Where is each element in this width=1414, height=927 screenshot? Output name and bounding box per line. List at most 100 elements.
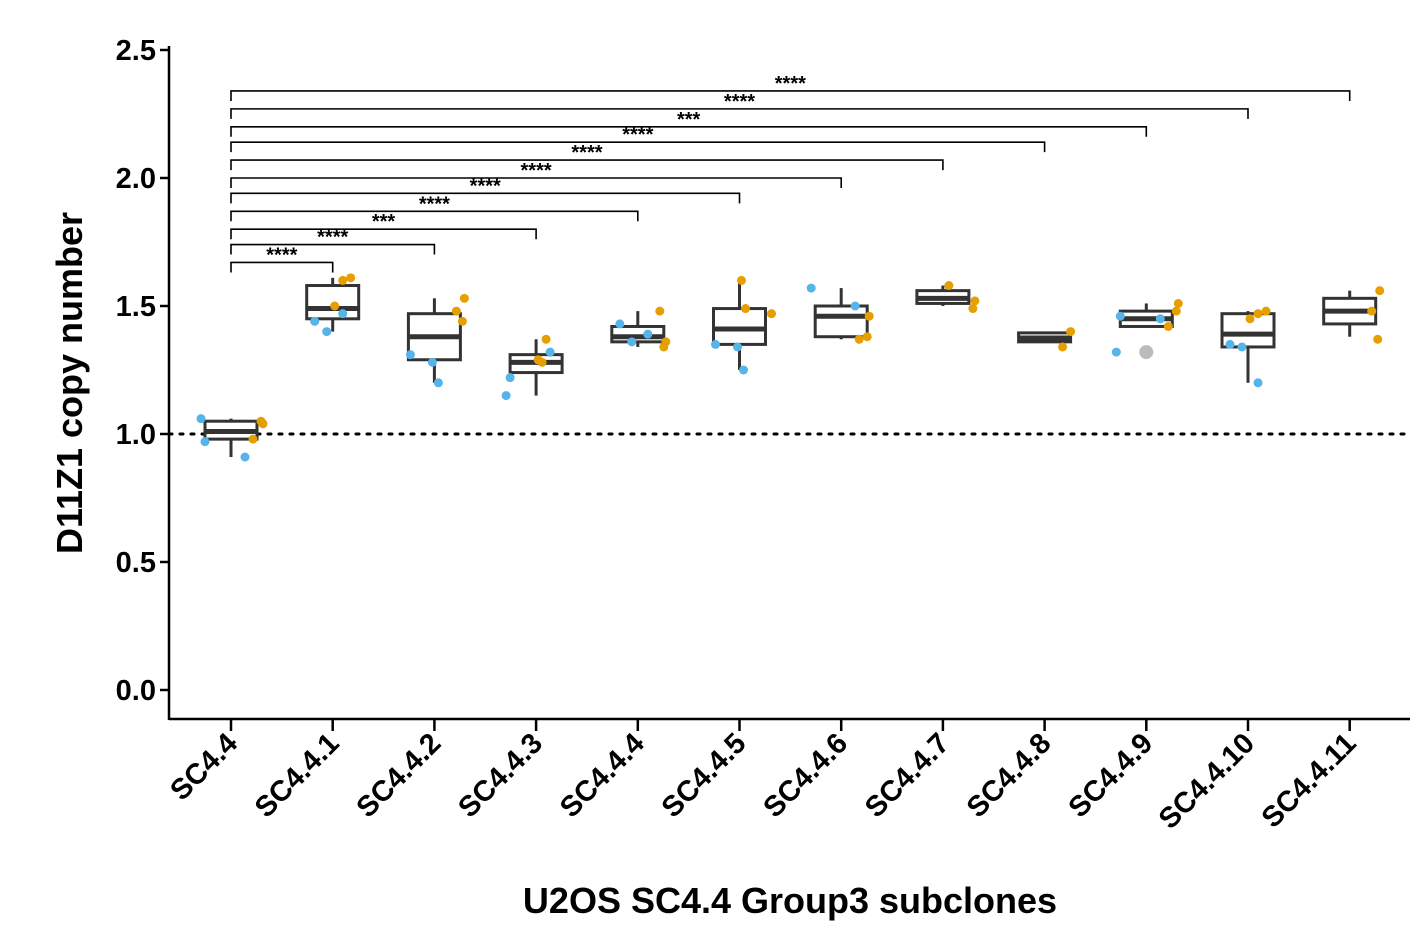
data-point-series_b — [944, 281, 954, 291]
data-point-series_b — [1058, 342, 1068, 352]
bracket-SC4.4.11: **** — [230, 73, 1351, 101]
bracket-SC4.4.8: **** — [230, 124, 1046, 153]
bracket-SC4.4.1: **** — [230, 244, 334, 273]
data-point-series_b — [1066, 327, 1076, 337]
data-point-series_a — [711, 339, 720, 349]
bracket-line — [230, 141, 1046, 153]
x-tick-label: SC4.4.3 — [452, 727, 549, 824]
significance-label: **** — [521, 160, 552, 182]
data-point-series_b — [346, 273, 356, 283]
box-SC4.4.7 — [915, 285, 971, 306]
data-point-series_a — [427, 357, 437, 367]
x-tick-label: SC4.4.2 — [351, 727, 448, 824]
data-point-series_b — [741, 304, 750, 314]
y-tick-label: 1.0 — [116, 419, 156, 451]
data-point-series_b — [767, 309, 776, 319]
significance-brackets: ****************************************… — [230, 73, 1351, 273]
data-point-series_b — [854, 334, 864, 344]
data-point-series_b — [655, 306, 665, 316]
x-tick-label: SC4.4.5 — [656, 727, 753, 824]
bracket-SC4.4.2: **** — [230, 227, 436, 255]
significance-label: **** — [622, 124, 653, 146]
x-tick-label: SC4.4.10 — [1153, 727, 1261, 835]
boxes — [203, 277, 1378, 458]
box-SC4.4.11 — [1322, 290, 1378, 337]
significance-label: **** — [775, 73, 806, 95]
x-tick-label: SC4.4.9 — [1063, 727, 1160, 824]
data-point-series_b — [862, 332, 872, 342]
significance-label: **** — [266, 244, 297, 266]
data-point-series_b — [968, 304, 978, 314]
x-tick-label: SC4.4.7 — [859, 727, 956, 824]
significance-label: **** — [317, 227, 348, 249]
data-point-series_b — [338, 275, 348, 285]
y-tick-label: 2.5 — [116, 35, 156, 67]
data-point-series_b — [1261, 306, 1271, 316]
bracket-line — [230, 261, 334, 273]
data-point-series_b — [537, 357, 547, 367]
box-SC4.4.2 — [406, 298, 462, 383]
y-tick-label: 2.0 — [116, 163, 156, 195]
box-body — [712, 307, 767, 346]
data-point-series_a — [200, 437, 210, 447]
data-point-series_b — [1173, 298, 1183, 308]
data-point-series_a — [643, 329, 653, 339]
data-point-series_b — [1163, 321, 1173, 331]
x-tick-label: SC4.4.1 — [249, 727, 346, 824]
data-point-series_a — [1111, 347, 1121, 357]
box-body — [610, 324, 666, 344]
box-SC4.4.6 — [813, 288, 869, 340]
axes — [167, 46, 1410, 721]
bracket-line — [230, 159, 944, 171]
data-point-series_a — [1225, 339, 1235, 349]
data-point-series_a — [806, 283, 816, 293]
y-ticks: 0.0 0.5 1.0 1.5 2.0 2.5 — [116, 35, 169, 707]
significance-label: **** — [419, 193, 450, 215]
data-point-series_a — [196, 414, 206, 424]
bracket-SC4.4.5: **** — [230, 175, 741, 204]
data-point-series_a — [322, 327, 332, 337]
box-SC4.4.3 — [508, 339, 564, 396]
box-SC4.4 — [203, 418, 259, 458]
x-tick-label: SC4.4.4 — [554, 727, 651, 824]
bracket-line — [230, 90, 1351, 101]
x-ticks: SC4.4 SC4.4.1 SC4.4.2 SC4.4.3 SC4.4.4 SC4.4.5… — [164, 719, 1363, 835]
data-point-series_a — [505, 373, 515, 383]
data-point-series_a — [338, 309, 348, 319]
significance-label: *** — [372, 211, 396, 233]
x-tick-label: SC4.4 — [164, 727, 244, 807]
data-point-series_a — [433, 378, 443, 388]
data-point-series_a — [850, 301, 860, 311]
bracket-line — [230, 192, 741, 204]
data-point-series_b — [451, 306, 461, 316]
data-point-series_b — [459, 293, 469, 303]
bracket-SC4.4.3: *** — [230, 211, 537, 240]
bracket-SC4.4.7: **** — [230, 142, 944, 171]
bracket-line — [230, 210, 639, 222]
data-point-series_b — [659, 342, 669, 352]
data-point-series_b — [1253, 309, 1263, 319]
data-point-series_b — [1245, 314, 1255, 324]
box-SC4.4.8 — [1017, 331, 1073, 344]
box-SC4.4.5 — [712, 282, 767, 370]
significance-label: *** — [677, 109, 701, 131]
x-tick-label: SC4.4.8 — [961, 727, 1058, 824]
y-tick-label: 1.5 — [116, 291, 156, 323]
bracket-line — [230, 126, 1148, 137]
bracket-SC4.4.10: **** — [230, 91, 1249, 119]
data-point-series_a — [310, 316, 320, 326]
significance-label: **** — [724, 91, 755, 113]
bracket-SC4.4.9: *** — [230, 109, 1148, 137]
data-point-series_a — [240, 452, 250, 462]
x-tick-label: SC4.4.11 — [1256, 727, 1363, 834]
bracket-SC4.4.6: **** — [230, 160, 842, 188]
data-point-series_a — [545, 347, 555, 357]
y-tick-label: 0.0 — [116, 675, 156, 707]
x-tick-label: SC4.4.6 — [757, 727, 854, 824]
box-SC4.4.9 — [1118, 303, 1174, 328]
data-point-series_b — [737, 275, 746, 285]
bracket-line — [230, 228, 537, 240]
data-point-series_a — [405, 350, 415, 360]
box-SC4.4.4 — [610, 311, 666, 347]
data-point-series_a — [1155, 314, 1165, 324]
